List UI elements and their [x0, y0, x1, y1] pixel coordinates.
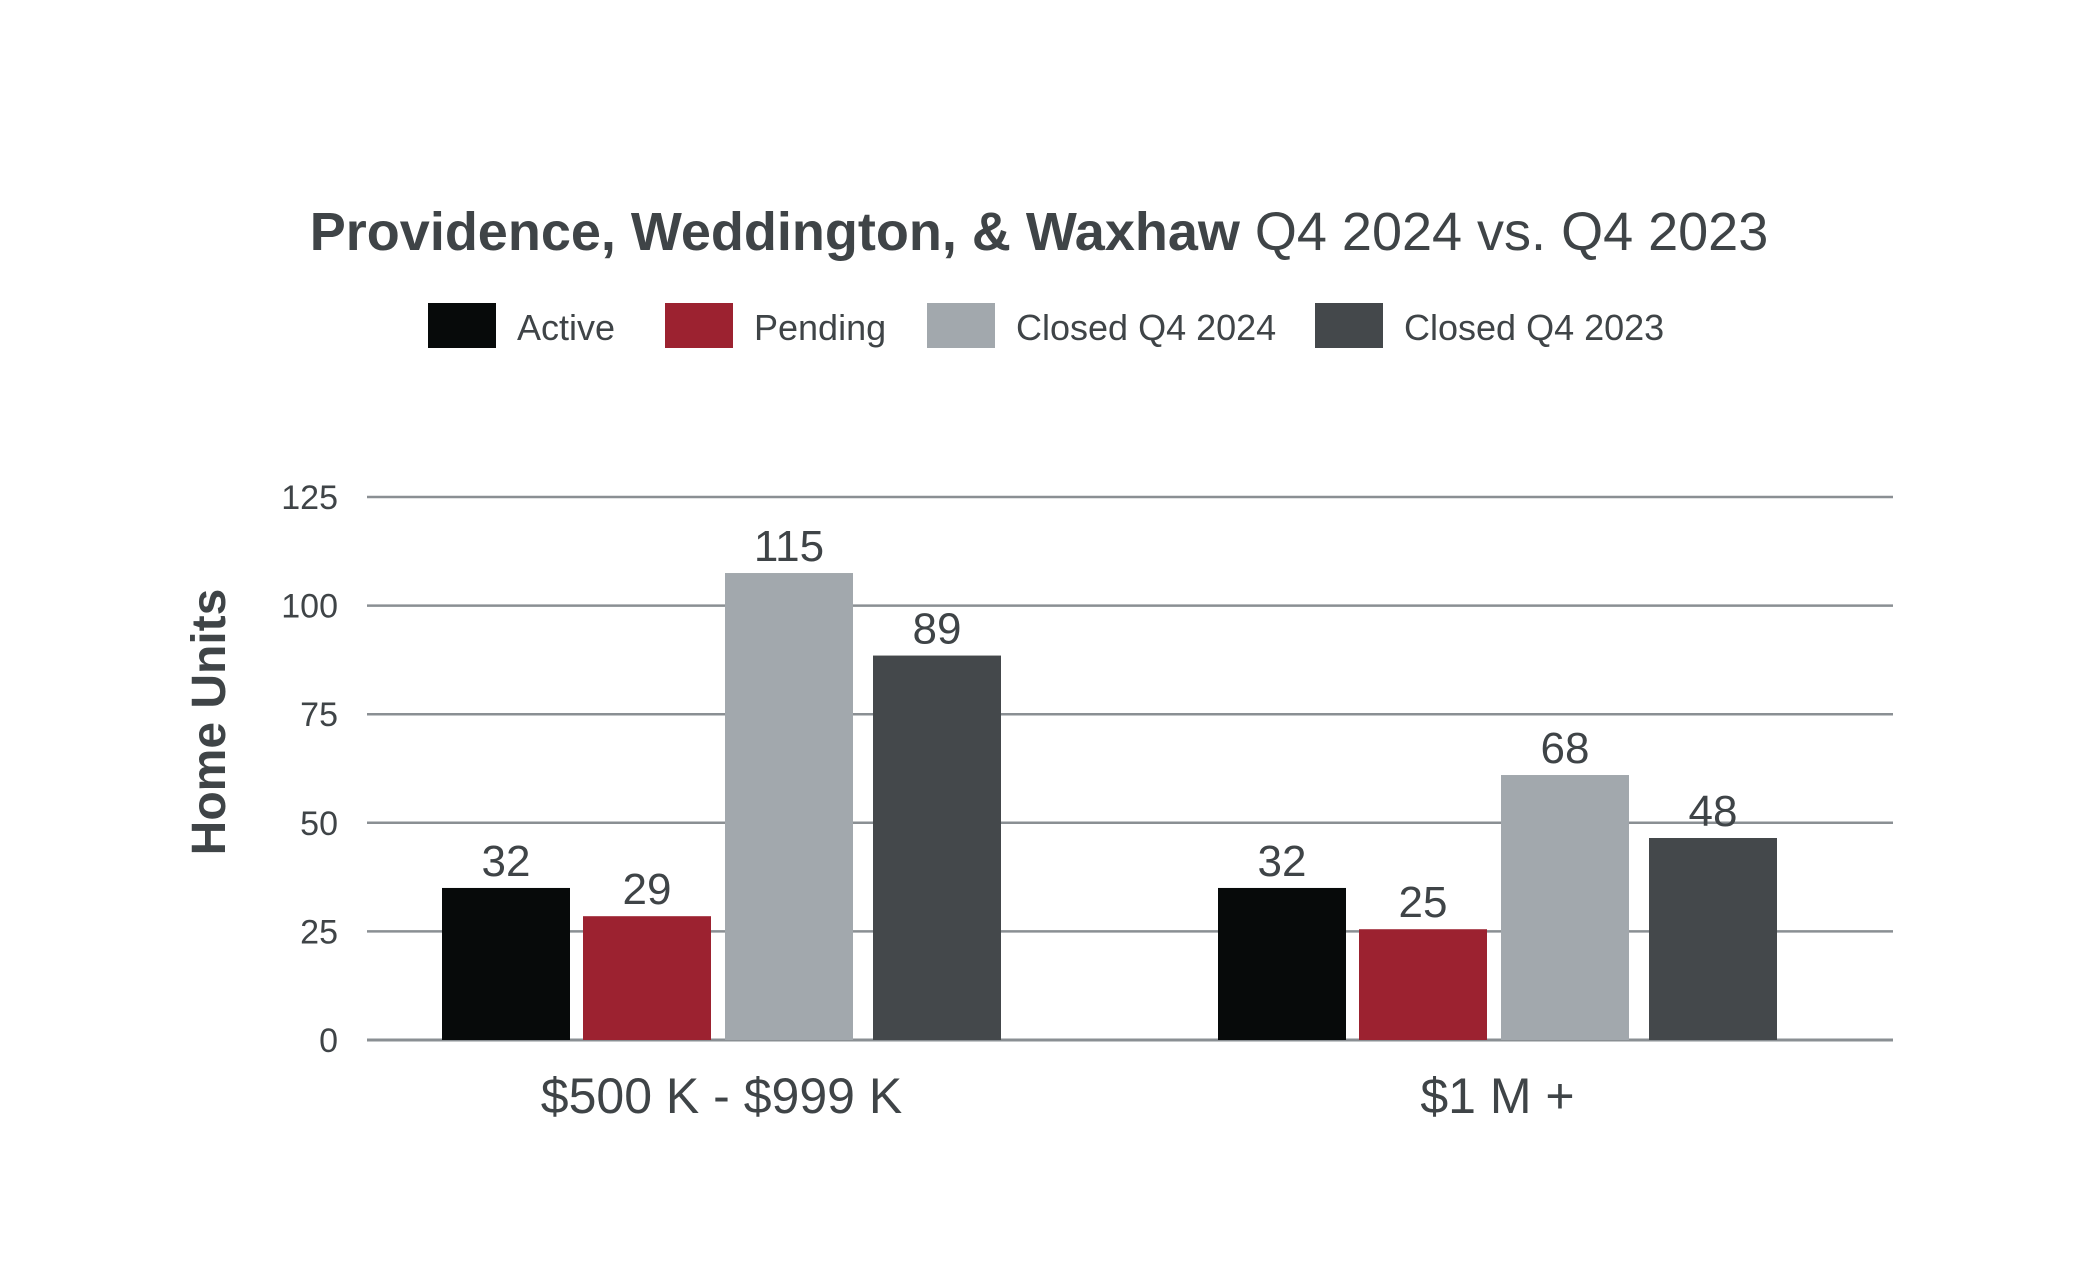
y-axis-ticks: 0 25 50 75 100 125 — [281, 479, 338, 1060]
legend-swatch-3 — [1315, 303, 1383, 348]
y-tick-label-50: 50 — [300, 805, 338, 843]
bar-1-0 — [1218, 887, 1346, 1040]
bar-0-3 — [873, 655, 1001, 1040]
legend: Active Pending Closed Q4 2024 Closed Q4 202… — [428, 303, 1664, 348]
x-tick-label-1: $1 M + — [1420, 1068, 1574, 1124]
bar-1-2 — [1501, 775, 1629, 1040]
chart-title: Providence, Weddington, & Waxhaw Q4 2024… — [310, 202, 1768, 262]
legend-label-0: Active — [517, 307, 615, 348]
y-tick-label-0: 0 — [319, 1022, 338, 1060]
x-axis-ticks: $500 K - $999 K $1 M + — [541, 1068, 1575, 1124]
data-label-0-3: 89 — [913, 605, 962, 654]
legend-label-2: Closed Q4 2024 — [1016, 307, 1276, 348]
data-label-1-0: 32 — [1258, 837, 1307, 886]
bar-1-1 — [1359, 929, 1487, 1040]
bars — [442, 573, 1777, 1040]
bar-0-1 — [583, 916, 711, 1040]
bar-0-2 — [725, 573, 853, 1040]
y-tick-label-100: 100 — [281, 588, 338, 626]
legend-label-1: Pending — [754, 307, 886, 348]
data-label-0-1: 29 — [623, 865, 672, 914]
chart-title-bold: Providence, Weddington, & Waxhaw — [310, 202, 1241, 262]
x-tick-label-0: $500 K - $999 K — [541, 1068, 902, 1124]
data-label-1-3: 48 — [1689, 787, 1738, 836]
legend-swatch-1 — [665, 303, 733, 348]
bar-0-0 — [442, 887, 570, 1040]
y-tick-label-125: 125 — [281, 479, 338, 517]
legend-swatch-2 — [927, 303, 995, 348]
bar-1-3 — [1649, 838, 1777, 1040]
y-tick-label-25: 25 — [300, 913, 338, 951]
data-label-1-1: 25 — [1399, 878, 1448, 927]
chart-title-regular: Q4 2024 vs. Q4 2023 — [1255, 202, 1768, 262]
data-label-0-2: 115 — [754, 522, 824, 571]
y-tick-label-75: 75 — [300, 696, 338, 734]
legend-swatch-0 — [428, 303, 496, 348]
y-axis-label: Home Units — [183, 589, 236, 856]
data-labels: 32 29 115 89 32 25 68 48 — [482, 522, 1738, 927]
data-label-1-2: 68 — [1541, 724, 1590, 773]
legend-label-3: Closed Q4 2023 — [1404, 307, 1664, 348]
data-label-0-0: 32 — [482, 837, 531, 886]
